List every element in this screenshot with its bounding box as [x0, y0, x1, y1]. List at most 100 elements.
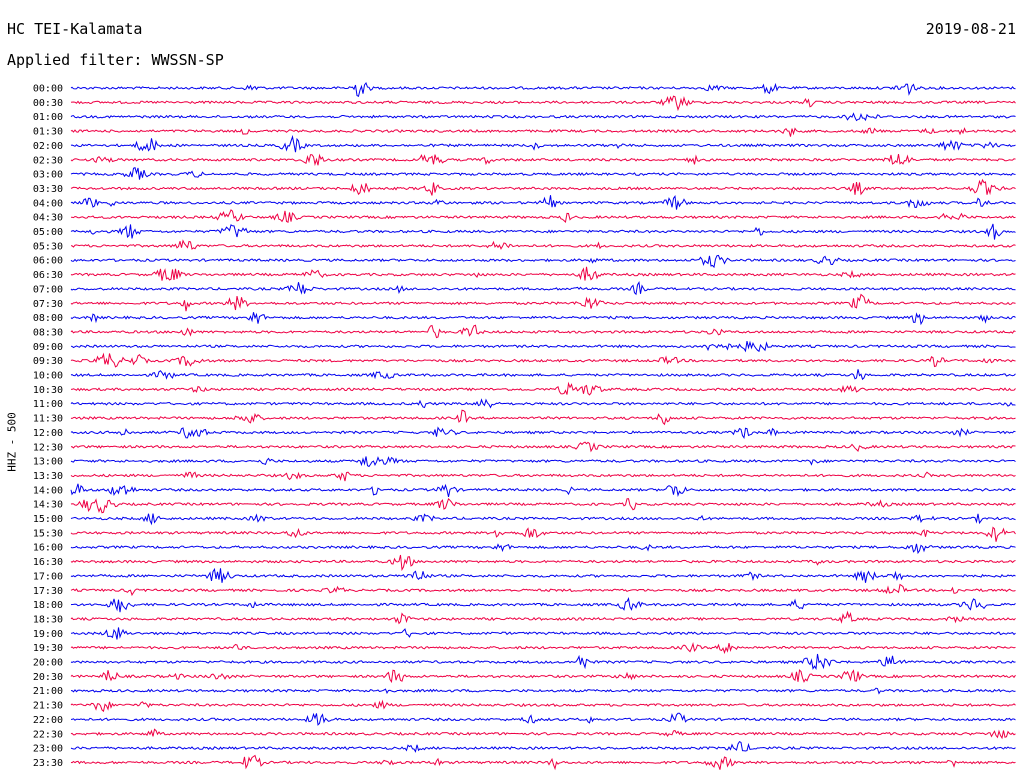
time-tick-label: 08:00 — [33, 313, 63, 324]
time-tick-label: 21:00 — [33, 686, 63, 697]
time-tick-label: 14:00 — [33, 485, 63, 496]
time-tick-label: 03:30 — [33, 184, 63, 195]
trace-line — [70, 669, 1016, 684]
filter-label: Applied filter: WWSSN-SP — [7, 51, 224, 69]
trace-line — [70, 340, 1016, 353]
trace-line — [70, 134, 1016, 153]
trace-line — [70, 81, 1016, 98]
trace-line — [70, 610, 1016, 625]
trace-line — [70, 194, 1016, 210]
trace-line — [70, 398, 1016, 409]
trace-line — [70, 441, 1016, 453]
trace-line — [70, 543, 1016, 555]
time-tick-label: 06:00 — [33, 256, 63, 267]
time-tick-label: 21:30 — [33, 701, 63, 712]
trace-line — [70, 653, 1016, 670]
trace-line — [70, 699, 1016, 713]
time-tick-label: 10:00 — [33, 371, 63, 382]
trace-line — [70, 153, 1016, 167]
trace-line — [70, 266, 1016, 281]
time-tick-label: 23:00 — [33, 744, 63, 755]
time-tick-label: 17:30 — [33, 586, 63, 597]
trace-line — [70, 728, 1016, 740]
trace-line — [70, 293, 1016, 312]
trace-line — [70, 381, 1016, 396]
trace-line — [70, 95, 1016, 112]
time-tick-label: 14:30 — [33, 500, 63, 511]
time-tick-label: 00:00 — [33, 84, 63, 95]
time-tick-label: 19:30 — [33, 643, 63, 654]
trace-line — [70, 554, 1016, 572]
trace-line — [70, 369, 1016, 381]
trace-line — [70, 583, 1016, 597]
trace-line — [70, 209, 1016, 223]
time-tick-label: 11:30 — [33, 414, 63, 425]
time-tick-label: 15:30 — [33, 528, 63, 539]
trace-line — [70, 223, 1016, 240]
time-tick-label: 04:00 — [33, 198, 63, 209]
station-title: HC TEI-Kalamata — [7, 20, 143, 38]
time-tick-label: 22:00 — [33, 715, 63, 726]
trace-line — [70, 471, 1016, 482]
time-tick-label: 13:30 — [33, 471, 63, 482]
time-tick-label: 07:00 — [33, 284, 63, 295]
trace-line — [70, 456, 1016, 468]
time-tick-label: 12:30 — [33, 442, 63, 453]
time-tick-label: 07:30 — [33, 299, 63, 310]
time-tick-label: 22:30 — [33, 729, 63, 740]
time-tick-label: 08:30 — [33, 327, 63, 338]
time-tick-label: 16:00 — [33, 543, 63, 554]
time-tick-label: 06:30 — [33, 270, 63, 281]
trace-line — [70, 740, 1016, 753]
time-tick-label: 23:30 — [33, 758, 63, 769]
time-tick-label: 00:30 — [33, 98, 63, 109]
time-tick-label: 04:30 — [33, 213, 63, 224]
trace-line — [71, 627, 1016, 640]
time-tick-label: 17:00 — [33, 571, 63, 582]
time-tick-label: 12:00 — [33, 428, 63, 439]
trace-line — [70, 498, 1016, 514]
time-tick-label: 10:30 — [33, 385, 63, 396]
time-tick-label: 15:00 — [33, 514, 63, 525]
time-tick-label: 16:30 — [33, 557, 63, 568]
time-tick-label: 05:30 — [33, 241, 63, 252]
time-tick-label: 18:30 — [33, 614, 63, 625]
time-tick-label: 05:00 — [33, 227, 63, 238]
trace-line — [70, 280, 1016, 296]
trace-line — [70, 426, 1016, 440]
time-tick-label: 03:00 — [33, 170, 63, 181]
trace-line — [70, 112, 1016, 122]
time-tick-label: 01:30 — [33, 127, 63, 138]
trace-line — [70, 409, 1016, 426]
trace-line — [70, 324, 1016, 339]
trace-line — [70, 526, 1016, 542]
trace-line — [70, 597, 1016, 613]
time-tick-label: 18:00 — [33, 600, 63, 611]
trace-line — [70, 352, 1016, 368]
trace-line — [70, 754, 1016, 771]
time-tick-label: 01:00 — [33, 112, 63, 123]
trace-line — [71, 712, 1016, 726]
trace-line — [70, 687, 1016, 695]
time-tick-label: 09:30 — [33, 356, 63, 367]
trace-line — [70, 312, 1016, 326]
trace-line — [70, 513, 1016, 526]
trace-line — [70, 483, 1016, 498]
trace-line — [70, 167, 1016, 180]
time-tick-label: 11:00 — [33, 399, 63, 410]
time-tick-label: 20:00 — [33, 658, 63, 669]
time-tick-label: 02:00 — [33, 141, 63, 152]
trace-line — [70, 127, 1016, 137]
date-label: 2019-08-21 — [925, 20, 1016, 38]
trace-line — [70, 642, 1016, 655]
time-tick-label: 19:00 — [33, 629, 63, 640]
trace-line — [71, 239, 1016, 250]
time-tick-label: 20:30 — [33, 672, 63, 683]
time-tick-label: 09:00 — [33, 342, 63, 353]
trace-line — [70, 178, 1016, 196]
time-tick-label: 13:00 — [33, 457, 63, 468]
time-tick-label: 02:30 — [33, 155, 63, 166]
trace-line — [70, 254, 1016, 269]
trace-line — [70, 567, 1016, 583]
